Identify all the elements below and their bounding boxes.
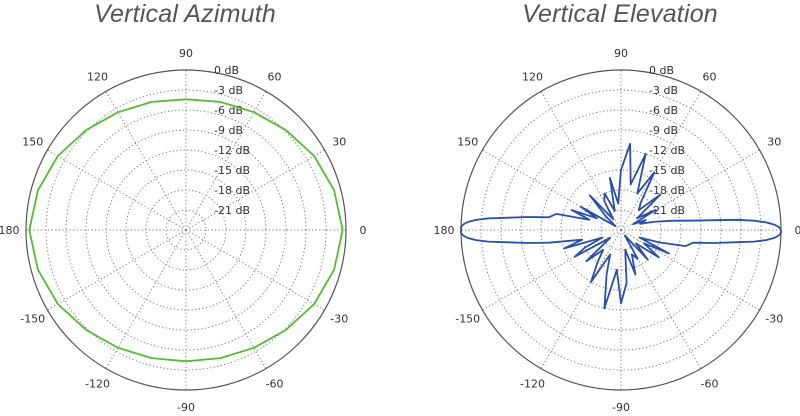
- grid-ring: [165, 209, 207, 251]
- angle-tick-label: -90: [177, 401, 195, 414]
- grid-spoke: [105, 229, 187, 369]
- radial-tick-label: -6 dB: [214, 104, 243, 117]
- grid-spoke: [47, 149, 187, 231]
- grid-spoke: [482, 149, 622, 231]
- series-trace: [28, 98, 344, 363]
- grid-spoke: [540, 229, 622, 369]
- angle-tick-label: 150: [22, 136, 43, 149]
- angle-tick-label: 180: [0, 224, 20, 237]
- angle-tick-label: -120: [520, 377, 545, 390]
- radial-tick-label: -21 dB: [214, 204, 250, 217]
- radial-tick-label: -6 dB: [649, 104, 678, 117]
- angle-tick-label: 90: [614, 47, 628, 60]
- angle-tick-label: 150: [457, 136, 478, 149]
- grid-ring: [520, 129, 722, 331]
- angle-tick-label: -90: [612, 401, 630, 414]
- series-trace: [460, 142, 782, 310]
- grid-spoke: [185, 229, 267, 369]
- radial-tick-label: -9 dB: [214, 124, 243, 137]
- grid-ring: [85, 129, 287, 331]
- grid-spoke: [482, 229, 622, 311]
- radial-tick-label: -18 dB: [214, 184, 250, 197]
- radial-tick-label: -3 dB: [649, 84, 678, 97]
- angle-tick-label: 180: [434, 224, 455, 237]
- angle-tick-label: -30: [765, 313, 783, 326]
- grid-spoke: [185, 149, 325, 231]
- outer-ring: [25, 69, 347, 391]
- angle-tick-label: 90: [179, 47, 193, 60]
- angle-tick-label: 30: [332, 136, 346, 149]
- angle-tick-label: 0: [360, 224, 367, 237]
- radial-tick-label: -15 dB: [649, 164, 685, 177]
- radial-tick-label: -9 dB: [649, 124, 678, 137]
- grid-ring: [45, 89, 327, 371]
- grid-spoke: [620, 149, 760, 231]
- angle-tick-label: -60: [701, 377, 719, 390]
- grid-spoke: [620, 91, 702, 231]
- polar-chart-0: 0 30 60 90 120 150 180 -150 -120 -90 -60 -30 0 dB -3 …: [0, 47, 367, 414]
- angle-tick-label: -120: [85, 377, 110, 390]
- angle-tick-label: -150: [20, 313, 45, 326]
- radial-tick-label: -3 dB: [214, 84, 243, 97]
- radial-tick-label: -18 dB: [649, 184, 685, 197]
- grid-ring: [125, 169, 247, 291]
- angle-tick-label: 30: [767, 136, 781, 149]
- angle-tick-label: 60: [268, 71, 282, 84]
- grid-spoke: [185, 229, 325, 311]
- grid-ring: [560, 169, 682, 291]
- radial-tick-label: -15 dB: [214, 164, 250, 177]
- angle-tick-label: -60: [266, 377, 284, 390]
- grid-spoke: [620, 229, 760, 311]
- chart-title-elevation: Vertical Elevation: [522, 0, 718, 28]
- angle-tick-label: -150: [455, 313, 480, 326]
- radial-tick-label: -12 dB: [214, 144, 250, 157]
- angle-tick-label: 120: [87, 71, 108, 84]
- grid-spoke: [105, 91, 187, 231]
- grid-spoke: [540, 91, 622, 231]
- grid-ring: [480, 89, 762, 371]
- grid-spoke: [47, 229, 187, 311]
- angle-tick-label: 60: [703, 71, 717, 84]
- radial-tick-label: -12 dB: [649, 144, 685, 157]
- grid-spoke: [620, 229, 702, 369]
- polar-chart-1: 0 30 60 90 120 150 180 -150 -120 -90 -60 -30 0 dB -3 …: [434, 47, 800, 414]
- grid-spoke: [185, 91, 267, 231]
- angle-tick-label: 0: [795, 224, 800, 237]
- grid-ring: [600, 209, 642, 251]
- radial-tick-label: -21 dB: [649, 204, 685, 217]
- radial-tick-label: 0 dB: [649, 64, 674, 77]
- angle-tick-label: -30: [330, 313, 348, 326]
- radial-tick-label: 0 dB: [214, 64, 239, 77]
- angle-tick-label: 120: [522, 71, 543, 84]
- chart-title-azimuth: Vertical Azimuth: [94, 0, 276, 28]
